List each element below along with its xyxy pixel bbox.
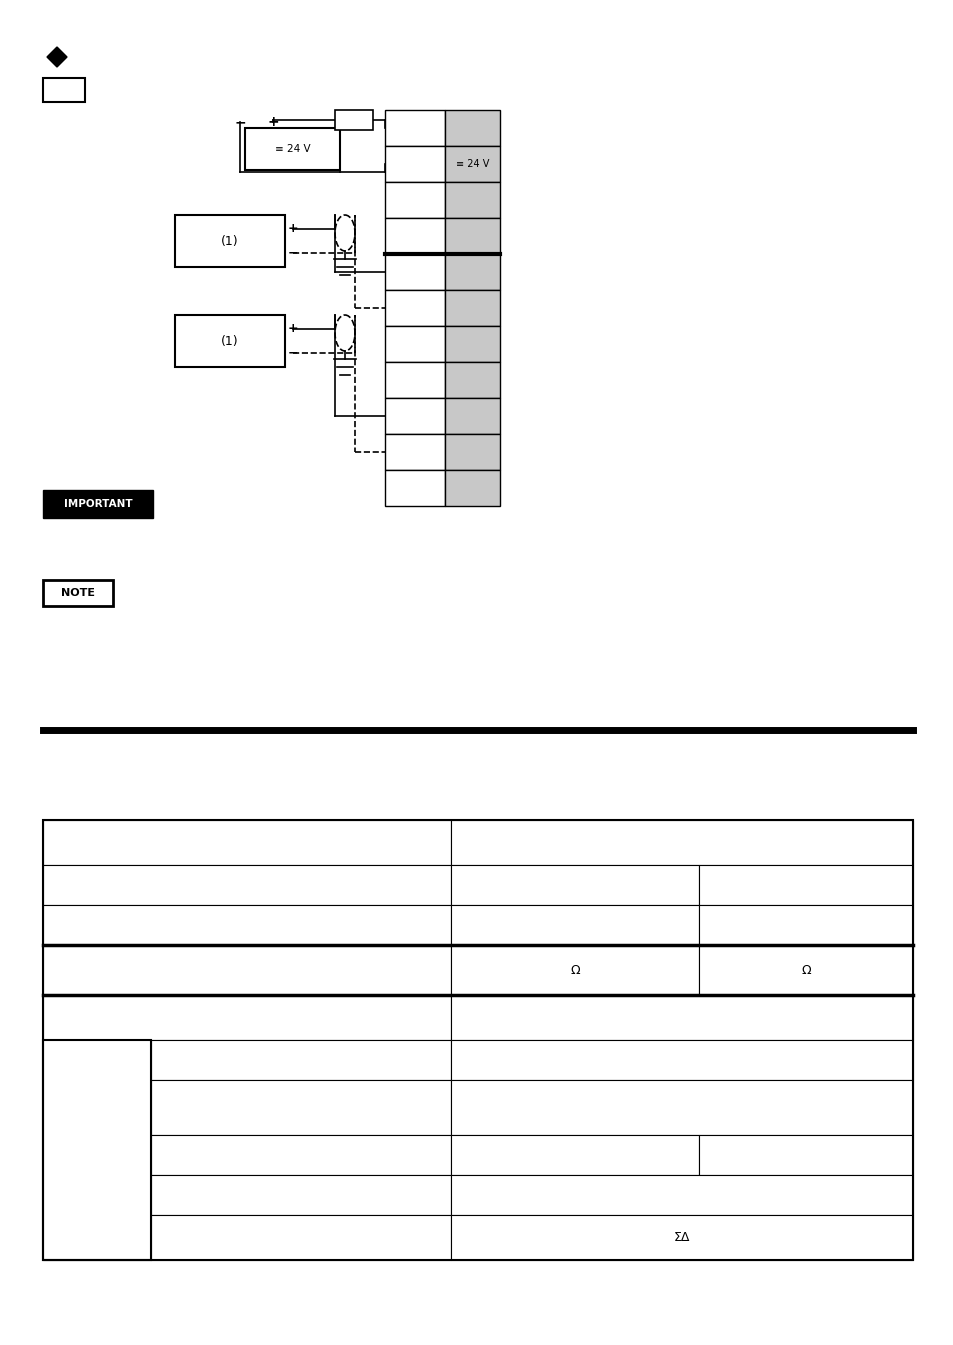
Bar — [451, 820, 912, 865]
Bar — [451, 865, 699, 905]
Bar — [174, 215, 285, 268]
Text: (1): (1) — [221, 234, 238, 247]
Bar — [151, 1176, 451, 1215]
Text: −: − — [288, 246, 298, 260]
Bar — [385, 362, 444, 398]
Bar — [151, 1040, 451, 1080]
Bar — [451, 1080, 912, 1135]
Bar — [385, 434, 444, 469]
Bar — [43, 1080, 151, 1135]
Bar — [245, 128, 339, 169]
Bar — [385, 254, 444, 291]
Bar — [451, 1215, 912, 1260]
Bar — [385, 110, 444, 147]
Bar — [444, 291, 499, 325]
Bar — [174, 315, 285, 367]
Bar — [43, 78, 85, 102]
Bar — [444, 469, 499, 506]
Bar — [444, 325, 499, 362]
Bar — [444, 254, 499, 291]
Text: +: + — [288, 323, 298, 335]
Text: NOTE: NOTE — [61, 588, 95, 599]
Bar — [699, 946, 912, 995]
Bar — [43, 1176, 151, 1215]
Text: ≡ 24 V: ≡ 24 V — [456, 159, 489, 169]
Bar — [43, 820, 912, 1260]
Bar — [444, 398, 499, 434]
Bar — [43, 1215, 151, 1260]
Bar — [444, 147, 499, 182]
Bar — [451, 946, 699, 995]
Bar — [451, 995, 912, 1040]
Text: IMPORTANT: IMPORTANT — [64, 499, 132, 508]
Bar — [43, 995, 451, 1040]
Bar — [151, 1135, 451, 1176]
Polygon shape — [47, 47, 67, 67]
Bar — [385, 147, 444, 182]
Text: −: − — [288, 347, 298, 359]
Bar — [451, 905, 699, 946]
Bar — [444, 218, 499, 254]
Bar — [451, 1176, 912, 1215]
Bar — [444, 362, 499, 398]
Text: ΣΔ: ΣΔ — [673, 1231, 689, 1244]
Bar — [151, 1215, 451, 1260]
Bar — [43, 490, 152, 518]
Bar — [43, 905, 451, 946]
Bar — [43, 1040, 151, 1080]
Text: +: + — [267, 116, 278, 129]
Bar — [335, 110, 373, 130]
Bar — [385, 182, 444, 218]
Bar — [43, 820, 451, 865]
Bar — [151, 1080, 451, 1135]
Bar — [385, 218, 444, 254]
Bar — [444, 182, 499, 218]
Bar — [385, 469, 444, 506]
Bar — [385, 325, 444, 362]
Text: ≡ 24 V: ≡ 24 V — [274, 144, 310, 153]
Bar — [43, 1135, 151, 1176]
Text: +: + — [288, 222, 298, 235]
Bar — [385, 398, 444, 434]
Bar — [451, 1040, 912, 1080]
Bar — [444, 110, 499, 147]
Bar — [43, 946, 451, 995]
Bar — [451, 1135, 699, 1176]
Text: (1): (1) — [221, 335, 238, 347]
Bar — [699, 865, 912, 905]
Bar — [43, 580, 112, 607]
Text: Ω: Ω — [801, 963, 810, 976]
Bar — [43, 865, 451, 905]
Text: Ω: Ω — [570, 963, 579, 976]
Text: −: − — [233, 116, 246, 129]
Bar — [43, 1040, 151, 1260]
Bar — [444, 434, 499, 469]
Bar — [699, 1135, 912, 1176]
Bar — [699, 905, 912, 946]
Bar — [385, 291, 444, 325]
